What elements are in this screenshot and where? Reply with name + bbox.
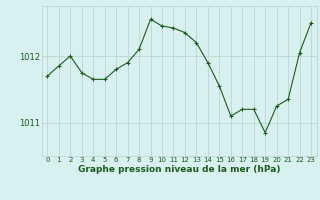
X-axis label: Graphe pression niveau de la mer (hPa): Graphe pression niveau de la mer (hPa) bbox=[78, 165, 280, 174]
